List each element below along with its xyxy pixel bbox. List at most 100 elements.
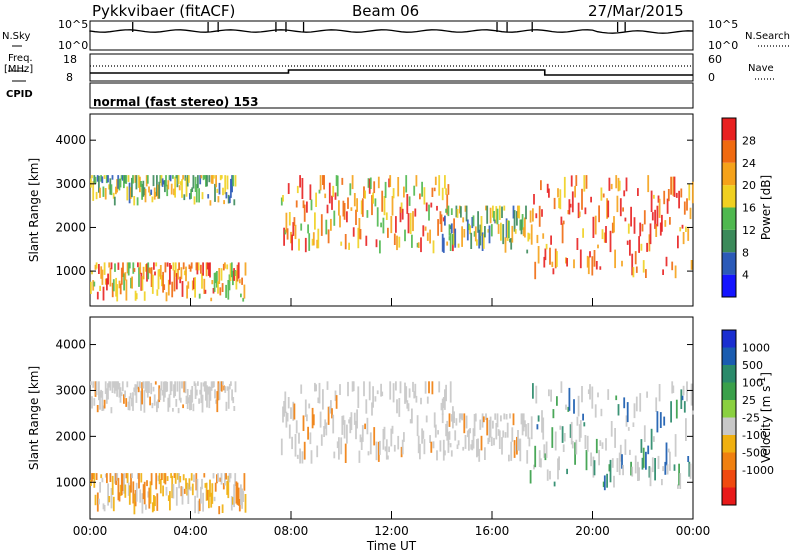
nsky-panel [89,20,694,51]
power-echo-cell [98,175,100,193]
velocity-echo-cell [125,473,128,479]
power-echo-cell [608,177,611,191]
velocity-echo-cell [661,479,663,486]
freq-trace [90,69,693,76]
power-echo-cell [216,271,218,288]
velocity-echo-cell [205,482,208,501]
velocity-echo-cell [457,440,460,446]
power-echo-cell [211,175,214,184]
power-echo-cell [179,181,182,186]
velocity-colorbar-cell [722,435,736,453]
power-echo-cell [190,262,193,269]
velocity-echo-cell [484,447,486,460]
power-echo-cell [91,270,93,275]
power-echo-cell [344,234,347,250]
power-echo-cell [220,175,223,179]
power-echo-cell [593,250,596,267]
velocity-echo-cell [563,433,566,442]
velocity-echo-cell [481,413,484,428]
power-echo-cell [377,176,380,189]
velocity-echo-cell [626,402,629,423]
velocity-echo-cell [291,436,293,450]
velocity-echo-cell [228,473,231,483]
power-echo-cell [104,278,107,285]
power-echo-cell [599,266,602,270]
power-echo-cell [351,175,354,190]
velocity-echo-cell [119,387,122,403]
power-echo-cell [488,225,491,244]
velocity-echo-cell [330,400,332,414]
power-echo-cell [282,195,284,202]
velocity-echo-cell [206,385,208,408]
power-echo-cell [678,190,680,209]
velocity-echo-cell [227,386,230,409]
power-echo-cell [421,181,423,197]
velocity-echo-cell [222,381,224,385]
velocity-echo-cell [611,458,614,468]
velocity-echo-cell [224,386,227,393]
power-echo-cell [669,217,671,225]
velocity-echo-cell [527,423,530,439]
power-echo-cell [448,236,451,241]
power-echo-cell [560,216,563,225]
velocity-echo-cell [423,439,426,455]
power-echo-cell [174,262,177,277]
velocity-echo-cell [171,475,174,499]
power-echo-cell [324,193,327,199]
velocity-echo-cell [589,384,591,400]
power-echo-cell [197,262,200,271]
power-echo-cell [384,181,387,198]
power-echo-cell [228,274,231,291]
power-echo-cell [142,180,145,197]
power-echo-cell [164,180,166,193]
power-echo-cell [127,262,130,276]
power-echo-cell [398,236,401,248]
power-echo-cell [494,219,497,224]
power-echo-cell [602,193,605,198]
power-echo-cell [165,292,168,302]
velocity-echo-cell [104,473,107,478]
power-colorbar-cell [722,118,736,141]
power-echo-cell [218,182,221,195]
velocity-echo-cell [113,381,116,394]
power-echo-cell [653,194,655,199]
power-echo-cell [168,175,171,180]
power-echo-cell [446,194,449,215]
velocity-echo-cell [201,394,204,413]
velocity-echo-cell [627,427,630,431]
power-echo-cell [218,268,221,284]
velocity-echo-cell [688,461,691,477]
power-echo-cell [112,279,115,292]
velocity-echo-cell [393,444,396,452]
velocity-echo-cell [433,412,436,428]
velocity-echo-cell [359,434,362,443]
velocity-echo-cell [659,412,662,428]
power-echo-cell [92,181,95,201]
power-echo-cell [217,281,219,294]
velocity-echo-cell [194,495,196,514]
power-echo-cell [413,185,416,196]
velocity-echo-cell [197,500,200,514]
velocity-echo-cell [218,506,221,515]
power-echo-cell [586,255,589,268]
power-echo-cell [540,180,542,191]
power-colorbar-cell [722,274,736,297]
power-echo-cell [445,208,447,213]
power-echo-cell [224,262,226,269]
velocity-echo-cell [546,469,549,481]
velocity-echo-cell [136,381,139,390]
power-echo-cell [338,200,340,216]
power-echo-cell [335,175,338,186]
power-echo-cell [610,183,613,190]
velocity-echo-cell [682,385,685,396]
power-echo-cell [458,205,461,214]
power-colorbar-title: Power [dB] [759,175,773,240]
power-echo-cell [404,229,406,242]
velocity-echo-cell [375,441,378,461]
velocity-colorbar-title-sup: -1 [758,377,768,386]
power-echo-cell [504,237,507,253]
velocity-echo-cell [605,438,607,451]
power-echo-cell [380,222,382,228]
velocity-echo-cell [152,386,155,392]
velocity-echo-cell [92,473,95,479]
